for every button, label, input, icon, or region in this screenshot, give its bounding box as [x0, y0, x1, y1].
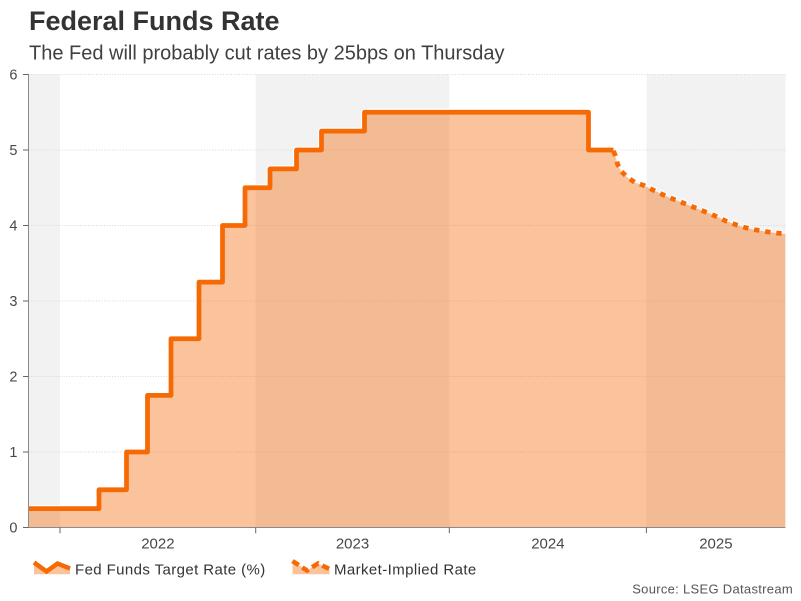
svg-text:2024: 2024	[531, 536, 564, 553]
svg-text:Federal Funds Rate: Federal Funds Rate	[29, 6, 280, 36]
svg-text:2022: 2022	[141, 536, 174, 553]
svg-text:Market-Implied Rate: Market-Implied Rate	[334, 562, 477, 579]
svg-text:0: 0	[9, 521, 17, 537]
svg-text:2023: 2023	[336, 536, 369, 553]
svg-text:Fed Funds Target Rate (%): Fed Funds Target Rate (%)	[75, 562, 266, 579]
svg-text:2: 2	[9, 370, 17, 386]
svg-text:2025: 2025	[699, 536, 732, 553]
svg-text:1: 1	[9, 445, 17, 461]
svg-text:6: 6	[9, 68, 17, 84]
svg-text:The Fed will probably cut rate: The Fed will probably cut rates by 25bps…	[29, 43, 504, 65]
svg-text:3: 3	[9, 294, 17, 310]
svg-text:Source: LSEG Datastream: Source: LSEG Datastream	[632, 582, 793, 597]
svg-text:4: 4	[9, 219, 17, 235]
svg-text:5: 5	[9, 143, 17, 159]
